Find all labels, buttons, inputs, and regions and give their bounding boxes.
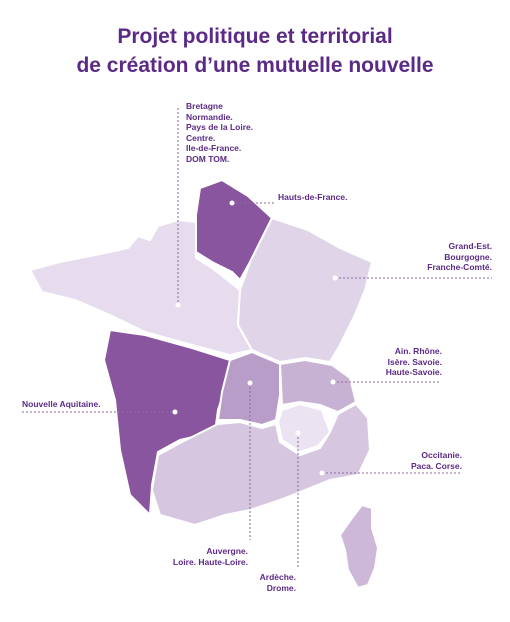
region-south bbox=[150, 402, 372, 527]
marker-ardeche bbox=[295, 430, 301, 436]
region-northwest bbox=[28, 218, 254, 357]
marker-northwest bbox=[175, 302, 181, 308]
marker-alps bbox=[330, 379, 336, 385]
marker-auvergne bbox=[247, 380, 253, 386]
title-line-1: Projet politique et territorial bbox=[117, 25, 393, 48]
label-east: Grand-Est. Bourgogne. Franche-Comté. bbox=[427, 241, 492, 272]
leader-lines bbox=[22, 108, 492, 568]
label-auvergne: Auvergne. Loire. Haute-Loire. bbox=[172, 546, 248, 567]
marker-north bbox=[229, 200, 235, 206]
marker-southwest bbox=[172, 409, 178, 415]
region-nouvelle-aquitaine bbox=[102, 328, 232, 518]
marker-south bbox=[319, 470, 325, 476]
region-auvergne bbox=[216, 350, 281, 427]
label-ardeche: Ardèche. Drome. bbox=[259, 572, 296, 593]
marker-east bbox=[332, 275, 338, 281]
region-ardeche bbox=[276, 402, 332, 454]
page-title: Projet politique et territorial de créat… bbox=[0, 22, 510, 80]
label-southwest: Nouvelle Aquitaine. bbox=[22, 399, 101, 409]
label-alps: Ain. Rhône. Isère. Savoie. Haute-Savoie. bbox=[385, 346, 442, 377]
title-line-2: de création d’une mutuelle nouvelle bbox=[76, 54, 434, 77]
region-east bbox=[236, 216, 374, 364]
region-corse bbox=[338, 503, 380, 590]
region-alps bbox=[278, 358, 358, 414]
label-northwest: Bretagne Normandie. Pays de la Loire. Ce… bbox=[186, 101, 254, 164]
label-north: Hauts-de-France. bbox=[278, 192, 348, 202]
label-south: Occitanie. Paca. Corse. bbox=[410, 450, 462, 471]
marker-dots bbox=[172, 200, 338, 476]
